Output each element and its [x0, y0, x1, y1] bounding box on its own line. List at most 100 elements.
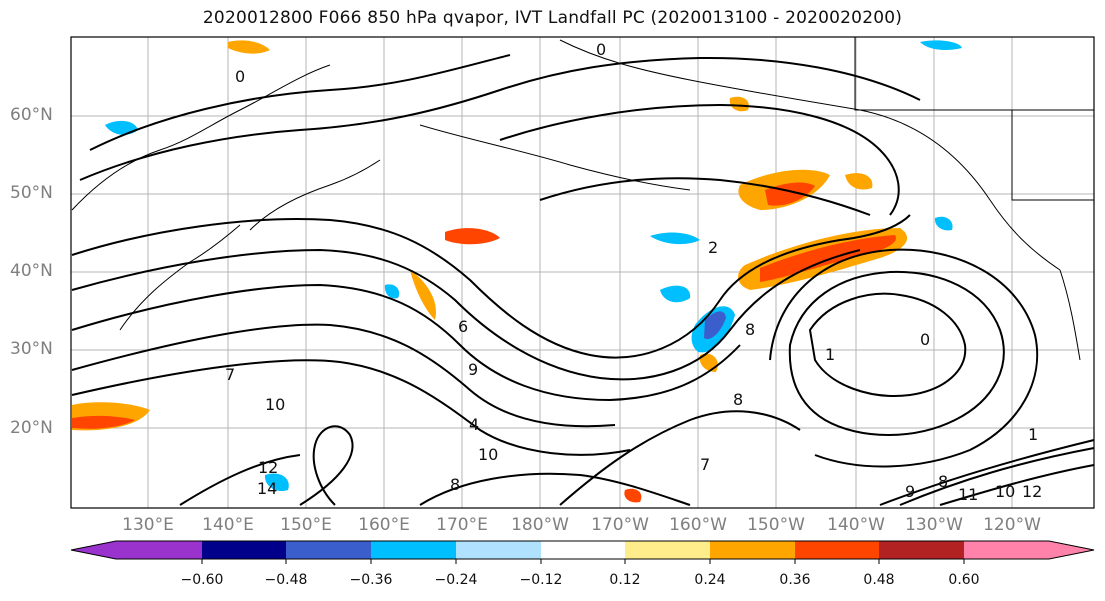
contour-f [79, 56, 921, 181]
positive-anomaly-west-core [72, 415, 135, 429]
contour-g [89, 54, 511, 151]
colorbar-segment [541, 541, 625, 559]
colorbar-outline [70, 540, 1095, 560]
colorbar-tick-label: −0.48 [264, 572, 308, 588]
contour-label: 11 [958, 485, 978, 504]
contour-loop-outer2 [769, 248, 1039, 468]
contour-se-1 [899, 447, 1095, 506]
colorbar-tick-label: 0.36 [779, 572, 811, 588]
colorbar-tick-label: −0.60 [180, 572, 224, 588]
contour-a [71, 214, 911, 359]
contour-label: 8 [745, 320, 755, 339]
positive-anomaly-mid [445, 228, 500, 245]
colorbar-tick-label: 0.24 [694, 572, 726, 588]
colorbar-segment [202, 541, 286, 559]
negative-anomaly-canada [934, 216, 953, 231]
lon-label: 150°W [747, 515, 805, 535]
negative-anomaly-mid [384, 284, 400, 299]
positive-anomaly-south [624, 488, 642, 503]
colorbar-segment [456, 541, 541, 559]
border-line-2 [1011, 110, 1094, 201]
colorbar-segment [371, 541, 456, 559]
colorbar-segment [625, 541, 710, 559]
contour-label: 9 [905, 482, 915, 501]
graticule [71, 37, 1094, 508]
colorbar-tick-label: 0.48 [863, 572, 895, 588]
map-border [70, 36, 1095, 509]
lat-label: 60°N [10, 105, 53, 125]
contour-label: 0 [235, 67, 245, 86]
colorbar-segment [879, 541, 964, 559]
contour-label: 7 [225, 365, 235, 384]
contour-label: 0 [920, 330, 930, 349]
lon-label: 150°E [280, 515, 332, 535]
lat-label: 50°N [10, 183, 53, 203]
contour-label: 12 [258, 458, 278, 477]
contour-label: 1 [1028, 425, 1038, 444]
lon-label: 120°W [983, 515, 1041, 535]
colorbar-tick-label: 0.60 [948, 572, 980, 588]
contour-label: 6 [458, 317, 468, 336]
colorbar-tick-label: −0.36 [349, 572, 393, 588]
colorbar-extend-max [1049, 541, 1094, 559]
contour-e [71, 359, 631, 456]
colorbar [70, 540, 1095, 564]
contour-label: 4 [469, 415, 479, 434]
lon-label: 130°W [905, 515, 963, 535]
na-west-coast [1059, 269, 1081, 361]
positive-anomaly-gulf [845, 173, 873, 190]
contour-sw-loop [299, 425, 354, 506]
contour-s-2 [559, 410, 801, 506]
lon-label: 170°W [591, 515, 649, 535]
figure-title: 2020012800 F066 850 hPa qvapor, IVT Land… [202, 8, 903, 28]
contour-label: 1 [825, 345, 835, 364]
contour-label: 8 [938, 472, 948, 491]
lon-label: 170°E [436, 515, 488, 535]
contour-label: 8 [450, 475, 460, 494]
contour-i [539, 177, 871, 216]
contour-lines [71, 54, 1095, 506]
colorbar-extend-min [71, 541, 116, 559]
contour-label: 2 [708, 238, 718, 257]
lon-label: 140°E [202, 515, 254, 535]
contour-d [71, 323, 616, 428]
lat-label: 30°N [10, 339, 53, 359]
contour-label: 8 [733, 390, 743, 409]
contour-h [499, 103, 900, 216]
kamchatka-coast [249, 159, 381, 231]
colorbar-tick-label: −0.12 [519, 572, 563, 588]
lon-label: 140°W [827, 515, 885, 535]
contour-b [71, 248, 861, 381]
contour-label: 12 [1022, 482, 1042, 501]
positive-anomaly-central [410, 270, 436, 320]
contour-label: 10 [478, 445, 498, 464]
shading-layer [72, 40, 962, 503]
positive-anomaly-alaska [729, 96, 749, 112]
contour-label: 7 [700, 455, 710, 474]
asia-coast [71, 64, 331, 211]
contour-label: 14 [257, 479, 277, 498]
negative-anomaly-north [650, 232, 700, 245]
lon-label: 180°W [511, 515, 569, 535]
contour-label: 0 [596, 40, 606, 59]
colorbar-segment [286, 541, 371, 559]
negative-anomaly-west [105, 120, 138, 135]
negative-anomaly-east [660, 285, 691, 303]
contour-label: 10 [995, 482, 1015, 501]
colorbar-ticks [201, 559, 965, 564]
contour-se-2 [879, 439, 1095, 506]
contour-label: 10 [265, 395, 285, 414]
contour-loop [808, 292, 967, 397]
contour-sw-1 [179, 454, 301, 506]
colorbar-segment [964, 541, 1049, 559]
contour-s-1 [419, 472, 691, 506]
positive-anomaly-top [228, 40, 270, 54]
negative-anomaly-south [264, 473, 289, 492]
contour-c [71, 283, 741, 402]
positive-anomaly-core [760, 235, 896, 282]
contour-loop-outer [788, 270, 1005, 436]
colorbar-segment [710, 541, 795, 559]
border-line [854, 37, 1094, 111]
negative-anomaly-top [920, 40, 962, 50]
lat-label: 40°N [10, 261, 53, 281]
